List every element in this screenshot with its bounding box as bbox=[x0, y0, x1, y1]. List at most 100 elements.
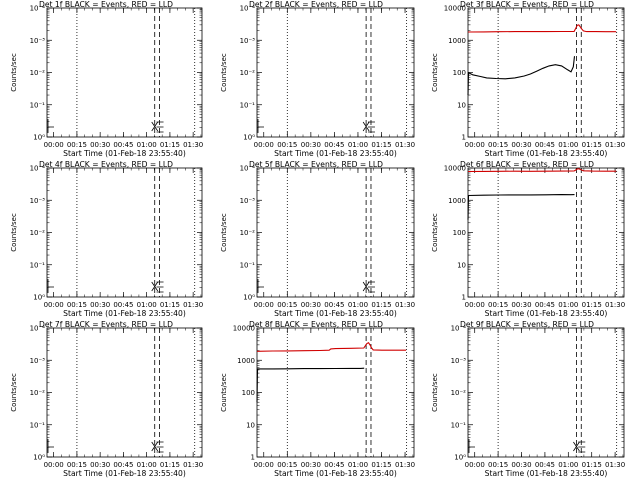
panel-det-2: Det 2f BLACK = Events, RED = LLD 10⁰ 10⁻¹ 1… bbox=[220, 0, 415, 158]
y-tick-label: 10⁻³ bbox=[30, 37, 46, 45]
x-tick-label: 01:15 bbox=[582, 461, 602, 469]
x-tick-label: 01:30 bbox=[183, 301, 203, 309]
interval-marker bbox=[257, 119, 264, 133]
x-tick-label: 00:30 bbox=[90, 461, 110, 469]
y-axis-label: Counts/sec bbox=[431, 53, 439, 92]
y-tick-label: 1 bbox=[251, 454, 255, 462]
x-tick-label: 01:00 bbox=[348, 141, 368, 149]
x-axis-label: Start Time (01-Feb-18 23:55:40) bbox=[63, 149, 186, 158]
x-tick-label: 00:00 bbox=[465, 301, 485, 309]
x-tick-label: 01:30 bbox=[395, 461, 415, 469]
axes-frame bbox=[256, 327, 415, 458]
y-tick-label: 10⁻¹ bbox=[30, 261, 46, 269]
y-tick-label: 10 bbox=[246, 421, 255, 429]
interval-marker bbox=[47, 439, 54, 453]
y-tick-label: 10000 bbox=[444, 165, 466, 173]
x-tick-label: 01:15 bbox=[160, 141, 180, 149]
x-tick-label: 01:15 bbox=[582, 141, 602, 149]
panel-det-3: Det 3f BLACK = Events, RED = LLD 1 10 100 10… bbox=[431, 0, 625, 158]
x-tick-label: 00:00 bbox=[44, 301, 64, 309]
y-tick-label: 10⁻¹ bbox=[240, 101, 256, 109]
x-tick-label: 00:15 bbox=[277, 461, 297, 469]
x-tick-label: 00:15 bbox=[67, 461, 87, 469]
x-tick-label: 01:30 bbox=[605, 461, 625, 469]
panel-title: Det 1f BLACK = Events, RED = LLD bbox=[39, 0, 173, 9]
x-tick-label: 00:45 bbox=[113, 141, 133, 149]
x-tick-label: 01:00 bbox=[348, 301, 368, 309]
x-tick-label: 01:15 bbox=[371, 301, 391, 309]
interval-marker bbox=[468, 439, 475, 453]
x-tick-label: 01:30 bbox=[395, 141, 415, 149]
x-tick-label: 01:15 bbox=[160, 301, 180, 309]
x-tick-label: 01:15 bbox=[371, 461, 391, 469]
axes-frame bbox=[467, 7, 625, 138]
dashed-band-marker bbox=[151, 441, 164, 453]
x-tick-label: 00:00 bbox=[254, 141, 274, 149]
x-tick-label: 00:45 bbox=[324, 461, 344, 469]
y-axis-label: Counts/sec bbox=[10, 373, 18, 412]
y-axis-label: Counts/sec bbox=[220, 373, 228, 412]
x-axis-label: Start Time (01-Feb-18 23:55:40) bbox=[485, 149, 608, 158]
x-axis-label: Start Time (01-Feb-18 23:55:40) bbox=[274, 309, 397, 318]
x-tick-label: 00:30 bbox=[301, 141, 321, 149]
y-tick-label: 10 bbox=[457, 101, 466, 109]
x-tick-label: 01:15 bbox=[582, 301, 602, 309]
panel-det-1: Det 1f BLACK = Events, RED = LLD 10⁰ 10⁻¹ 1… bbox=[10, 0, 203, 158]
x-tick-label: 00:00 bbox=[254, 301, 274, 309]
y-tick-label: 10⁻² bbox=[30, 229, 46, 237]
x-tick-label: 01:30 bbox=[605, 301, 625, 309]
y-tick-label: 100 bbox=[242, 389, 255, 397]
x-tick-label: 01:30 bbox=[183, 141, 203, 149]
x-axis-label: Start Time (01-Feb-18 23:55:40) bbox=[485, 309, 608, 318]
y-tick-label: 10⁻⁴ bbox=[30, 325, 46, 333]
x-tick-label: 00:15 bbox=[488, 301, 508, 309]
axes-frame bbox=[256, 7, 415, 138]
axes-frame bbox=[46, 167, 203, 298]
x-tick-label: 00:00 bbox=[465, 461, 485, 469]
lld-series-line bbox=[256, 341, 407, 352]
y-tick-label: 10⁻⁴ bbox=[30, 165, 46, 173]
x-tick-label: 00:15 bbox=[67, 301, 87, 309]
y-tick-label: 1000 bbox=[237, 357, 255, 365]
panel-det-9: Det 9f BLACK = Events, RED = LLD 10⁰ 10⁻¹ 1… bbox=[431, 320, 625, 478]
x-tick-label: 00:00 bbox=[254, 461, 274, 469]
lld-series-line bbox=[467, 24, 617, 33]
y-tick-label: 10⁻² bbox=[240, 229, 256, 237]
x-tick-label: 01:00 bbox=[137, 141, 157, 149]
y-tick-label: 10000 bbox=[233, 325, 255, 333]
x-tick-label: 01:00 bbox=[558, 301, 578, 309]
y-tick-label: 1000 bbox=[448, 37, 466, 45]
x-tick-label: 00:45 bbox=[113, 461, 133, 469]
y-tick-label: 1 bbox=[462, 134, 466, 142]
x-tick-label: 00:15 bbox=[488, 461, 508, 469]
x-axis-label: Start Time (01-Feb-18 23:55:40) bbox=[274, 149, 397, 158]
x-tick-label: 00:30 bbox=[90, 301, 110, 309]
interval-marker bbox=[47, 279, 54, 293]
y-tick-label: 10⁻¹ bbox=[30, 101, 46, 109]
interval-marker bbox=[47, 119, 54, 133]
y-tick-label: 10⁻³ bbox=[451, 357, 467, 365]
y-tick-label: 10⁻³ bbox=[30, 197, 46, 205]
panel-title: Det 4f BLACK = Events, RED = LLD bbox=[39, 160, 173, 169]
x-tick-label: 00:00 bbox=[44, 461, 64, 469]
panel-det-5: Det 5f BLACK = Events, RED = LLD 10⁰ 10⁻¹ 1… bbox=[220, 160, 415, 318]
y-tick-label: 100 bbox=[453, 229, 466, 237]
panel-det-7: Det 7f BLACK = Events, RED = LLD 10⁰ 10⁻¹ 1… bbox=[10, 320, 203, 478]
y-tick-label: 1000 bbox=[448, 197, 466, 205]
y-tick-label: 10⁻⁴ bbox=[30, 5, 46, 13]
dashed-band-marker bbox=[573, 441, 586, 453]
x-tick-label: 00:45 bbox=[535, 301, 555, 309]
x-tick-label: 00:00 bbox=[44, 141, 64, 149]
events-series-line bbox=[467, 56, 576, 96]
y-axis-label: Counts/sec bbox=[220, 53, 228, 92]
x-tick-label: 01:00 bbox=[558, 461, 578, 469]
y-tick-label: 10⁻² bbox=[30, 69, 46, 77]
panel-det-4: Det 4f BLACK = Events, RED = LLD 10⁰ 10⁻¹ 1… bbox=[10, 160, 203, 318]
x-tick-label: 00:30 bbox=[301, 461, 321, 469]
x-tick-label: 00:45 bbox=[324, 141, 344, 149]
panel-title: Det 5f BLACK = Events, RED = LLD bbox=[249, 160, 383, 169]
y-axis-label: Counts/sec bbox=[10, 53, 18, 92]
x-axis-label: Start Time (01-Feb-18 23:55:40) bbox=[485, 469, 608, 478]
x-tick-label: 01:00 bbox=[137, 301, 157, 309]
